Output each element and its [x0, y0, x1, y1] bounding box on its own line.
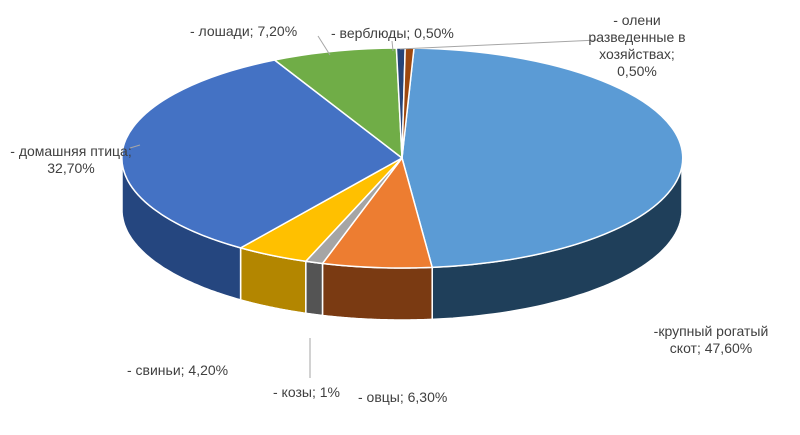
pie-slice-poultry: [121, 59, 403, 249]
slice-label-pigs: - свиньи; 4,20%: [127, 362, 229, 378]
leader-line-camels: [391, 40, 394, 52]
slice-label-cattle: -крупный рогатый скот; 47,60%: [653, 323, 769, 356]
slice-label-sheep: - овцы; 6,30%: [358, 389, 448, 405]
pie-side-goats: [305, 260, 324, 317]
slice-label-goats: - козы; 1%: [273, 384, 340, 400]
slice-label-reindeer: - олени разведенные в хозяйствах; 0,50%: [588, 12, 686, 79]
pie-side-sheep: [321, 262, 433, 321]
pie-slice-horses: [273, 47, 403, 159]
leader-line-poultry: [129, 144, 141, 149]
leader-line-reindeer: [399, 39, 599, 50]
slice-label-camels: - верблюды; 0,50%: [331, 25, 454, 41]
pie-top-faces: [121, 47, 684, 269]
slice-label-poultry: - домашняя птица; 32,70%: [10, 143, 132, 176]
slice-label-horses: - лошади; 7,20%: [190, 23, 298, 39]
pie-slice-cattle: [401, 47, 684, 269]
leader-line-horses: [317, 35, 331, 56]
pie-leader-lines: [129, 35, 599, 378]
